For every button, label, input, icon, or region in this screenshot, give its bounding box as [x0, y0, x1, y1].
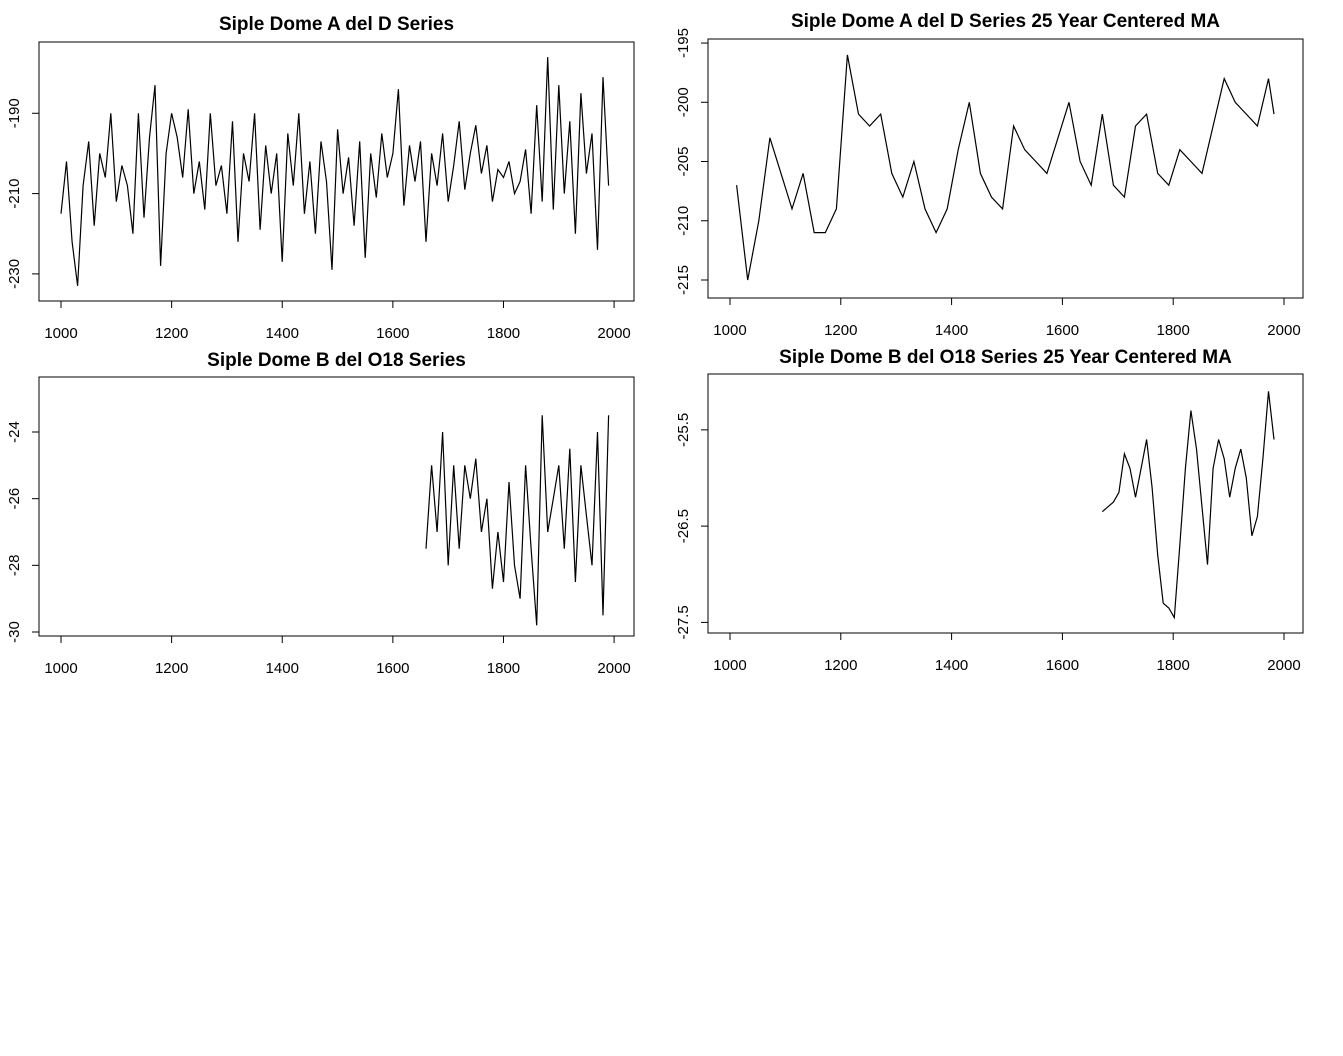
- chart-title: Siple Dome A del D Series 25 Year Center…: [791, 11, 1220, 32]
- plot-frame: [707, 38, 1304, 299]
- y-tick-label: -28: [6, 554, 23, 576]
- x-tick-label: 1400: [935, 322, 968, 339]
- x-tick-label: 1800: [1157, 657, 1190, 674]
- x-tick-label: 1800: [487, 325, 520, 342]
- data-line: [736, 54, 1275, 281]
- y-tick-label: -200: [675, 87, 692, 117]
- y-tick-label: -26: [6, 488, 23, 510]
- plot-frame: [707, 373, 1304, 634]
- chart-title: Siple Dome B del O18 Series 25 Year Cent…: [779, 347, 1232, 368]
- y-tick-label: -24: [6, 421, 23, 443]
- x-tick-label: 1600: [1046, 657, 1079, 674]
- x-tick-label: 1200: [155, 325, 188, 342]
- data-line: [1101, 391, 1275, 620]
- y-tick-label: -30: [6, 621, 23, 643]
- x-tick-label: 1400: [266, 660, 299, 677]
- x-tick-label: 1000: [44, 660, 77, 677]
- x-tick-label: 1200: [824, 322, 857, 339]
- y-tick-label: -27.5: [675, 605, 692, 639]
- x-tick-label: 1200: [824, 657, 857, 674]
- x-tick-label: 2000: [597, 660, 630, 677]
- x-tick-label: 1600: [1046, 322, 1079, 339]
- x-tick-label: 1400: [266, 325, 299, 342]
- x-tick-label: 1200: [155, 660, 188, 677]
- y-tick-label: -205: [675, 146, 692, 176]
- x-tick-label: 1000: [713, 322, 746, 339]
- x-tick-label: 1600: [376, 325, 409, 342]
- plot-frame: [38, 376, 635, 637]
- x-tick-label: 1600: [376, 660, 409, 677]
- y-tick-label: -25.5: [675, 413, 692, 447]
- y-tick-label: -190: [6, 98, 23, 128]
- x-tick-label: 2000: [1267, 322, 1300, 339]
- y-tick-label: -210: [675, 206, 692, 236]
- y-tick-label: -210: [6, 179, 23, 209]
- y-tick-label: -230: [6, 259, 23, 289]
- x-tick-label: 1000: [44, 325, 77, 342]
- x-tick-label: 1000: [713, 657, 746, 674]
- chart-title: Siple Dome B del O18 Series: [207, 350, 466, 371]
- chart-title: Siple Dome A del D Series: [219, 14, 454, 35]
- x-tick-label: 1800: [487, 660, 520, 677]
- data-line: [60, 57, 610, 286]
- y-tick-label: -26.5: [675, 509, 692, 543]
- x-tick-label: 2000: [1267, 657, 1300, 674]
- y-tick-label: -195: [675, 28, 692, 58]
- x-tick-label: 2000: [597, 325, 630, 342]
- y-tick-label: -215: [675, 265, 692, 295]
- data-line: [425, 415, 610, 626]
- x-tick-label: 1800: [1157, 322, 1190, 339]
- x-tick-label: 1400: [935, 657, 968, 674]
